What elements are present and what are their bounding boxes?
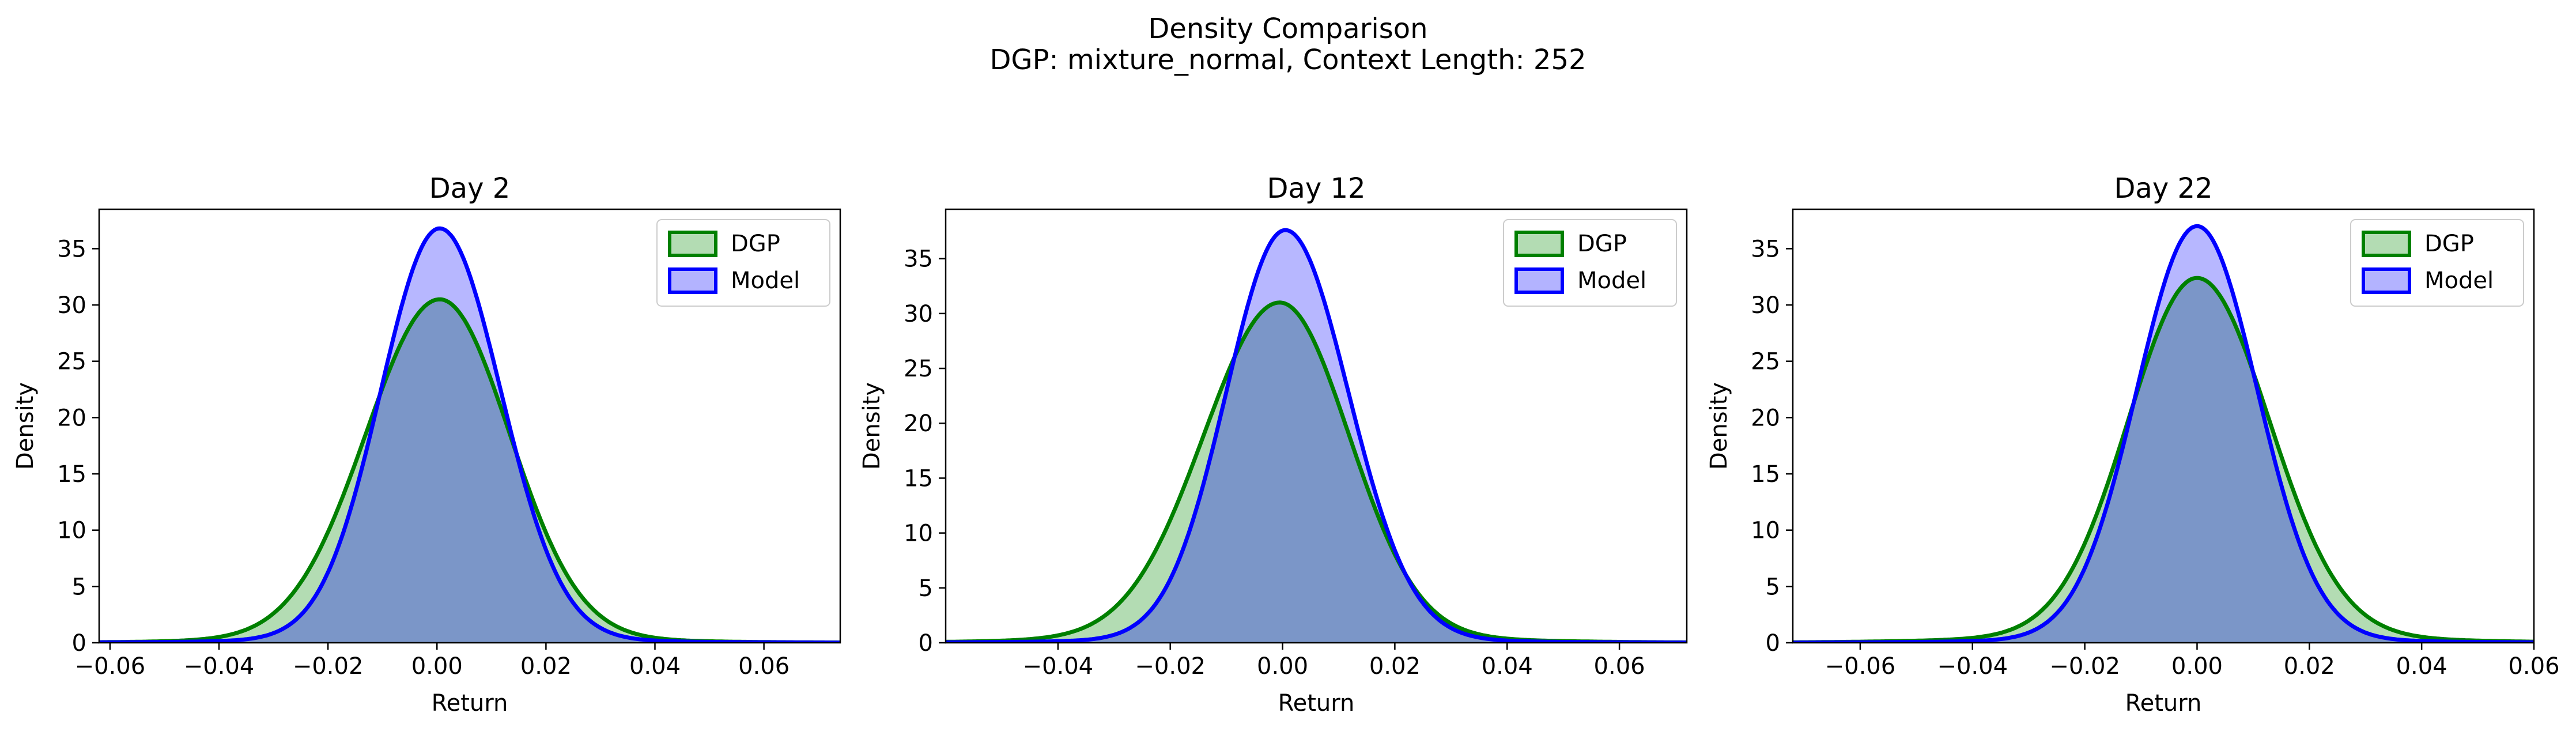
x-tick-label: −0.02	[1135, 653, 1206, 680]
subplot-2: −0.04 −0.02 0.00 0.02 0.04 0.06 0 5 10 15 20 25 30 35…	[859, 172, 1688, 717]
x-tick-label: 0.04	[1482, 653, 1533, 680]
x-tick-label: 0.02	[2284, 653, 2335, 680]
overlap-fill	[946, 302, 1687, 643]
x-tick-label: 0.06	[738, 653, 790, 680]
y-axis-label: Density	[1706, 382, 1732, 470]
legend-swatch-dgp	[1514, 231, 1564, 257]
y-tick-label: 35	[57, 236, 86, 262]
legend-label-dgp: DGP	[2424, 231, 2474, 257]
y-tick-label: 25	[1751, 349, 1780, 375]
y-tick-label: 0	[919, 630, 933, 657]
y-tick-label: 5	[919, 575, 933, 602]
legend: DGP Model	[2350, 219, 2524, 307]
subplot-1: −0.06 −0.04 −0.02 0.00 0.02 0.04 0.06 0 5 10 15 20 2…	[12, 172, 841, 717]
y-tick-label: 35	[904, 246, 933, 273]
x-tick-label: −0.02	[2049, 653, 2120, 680]
y-tick-label: 25	[904, 356, 933, 382]
x-tick-label: 0.02	[520, 653, 572, 680]
x-tick-label: 0.00	[1257, 653, 1308, 680]
x-tick-label: −0.04	[1937, 653, 2008, 680]
overlap-fill	[99, 299, 840, 643]
x-tick-label: 0.04	[2396, 653, 2447, 680]
legend-swatch-model	[668, 267, 717, 294]
overlap-fill	[1793, 278, 2534, 643]
legend-label-dgp: DGP	[1577, 231, 1627, 257]
legend-swatch-model	[2362, 267, 2411, 294]
y-tick-label: 20	[1751, 405, 1780, 431]
legend-label-model: Model	[2424, 267, 2494, 294]
axes-frame	[98, 208, 841, 644]
x-tick-label: 0.04	[629, 653, 681, 680]
x-axis-label: Return	[1278, 690, 1355, 717]
series-line-model	[946, 228, 1687, 643]
legend-swatch-model	[1514, 267, 1564, 294]
x-tick-label: 0.00	[2171, 653, 2223, 680]
y-tick-label: 0	[1766, 630, 1780, 657]
y-tick-label: 25	[57, 349, 86, 375]
legend-label-model: Model	[731, 267, 800, 294]
legend-swatch-dgp	[2362, 231, 2411, 257]
y-tick-label: 35	[1751, 236, 1780, 262]
plot-area	[946, 228, 1687, 643]
legend-swatch-dgp	[668, 231, 717, 257]
y-tick-label: 30	[57, 292, 86, 319]
plot-area	[1793, 224, 2534, 643]
y-tick-label: 15	[1751, 461, 1780, 488]
x-tick-label: 0.06	[2508, 653, 2559, 680]
y-axis-label: Density	[12, 382, 39, 470]
y-tick-label: 20	[57, 405, 86, 431]
y-axis-label: Density	[859, 382, 885, 470]
axes-frame	[1792, 208, 2535, 644]
y-tick-label: 0	[72, 630, 86, 657]
x-tick-label: 0.00	[411, 653, 463, 680]
subplot-title: Day 12	[1267, 172, 1365, 205]
legend-label-model: Model	[1577, 267, 1646, 294]
x-tick-label: −0.02	[293, 653, 364, 680]
x-tick-label: −0.06	[75, 653, 146, 680]
legend: DGP Model	[1503, 219, 1677, 307]
y-tick-label: 10	[1751, 518, 1780, 544]
axes-frame	[945, 208, 1688, 644]
subplot-title: Day 2	[429, 172, 511, 205]
legend-label-dgp: DGP	[731, 231, 780, 257]
figure-title: Density Comparison	[1148, 13, 1428, 45]
series-line-model	[1793, 224, 2534, 643]
y-tick-label: 15	[904, 465, 933, 492]
y-tick-label: 5	[1766, 574, 1780, 600]
y-tick-label: 30	[1751, 292, 1780, 319]
y-tick-label: 30	[904, 301, 933, 327]
y-tick-label: 5	[72, 574, 86, 600]
y-tick-label: 10	[57, 518, 86, 544]
x-tick-label: −0.04	[1023, 653, 1094, 680]
y-tick-label: 15	[57, 461, 86, 488]
x-tick-label: 0.06	[1594, 653, 1645, 680]
x-axis-label: Return	[2125, 690, 2202, 717]
figure-subtitle: DGP: mixture_normal, Context Length: 252	[989, 44, 1587, 76]
y-tick-label: 20	[904, 410, 933, 437]
subplot-3: −0.06 −0.04 −0.02 0.00 0.02 0.04 0.06 0 5 10 15 20 2…	[1706, 172, 2560, 717]
y-tick-label: 10	[904, 521, 933, 547]
x-tick-label: 0.02	[1369, 653, 1421, 680]
x-axis-label: Return	[432, 690, 508, 717]
subplot-title: Day 22	[2114, 172, 2212, 205]
legend: DGP Model	[656, 219, 830, 307]
series-line-model	[99, 226, 840, 643]
x-tick-label: −0.04	[184, 653, 255, 680]
x-tick-label: −0.06	[1825, 653, 1896, 680]
plot-area	[99, 226, 840, 643]
